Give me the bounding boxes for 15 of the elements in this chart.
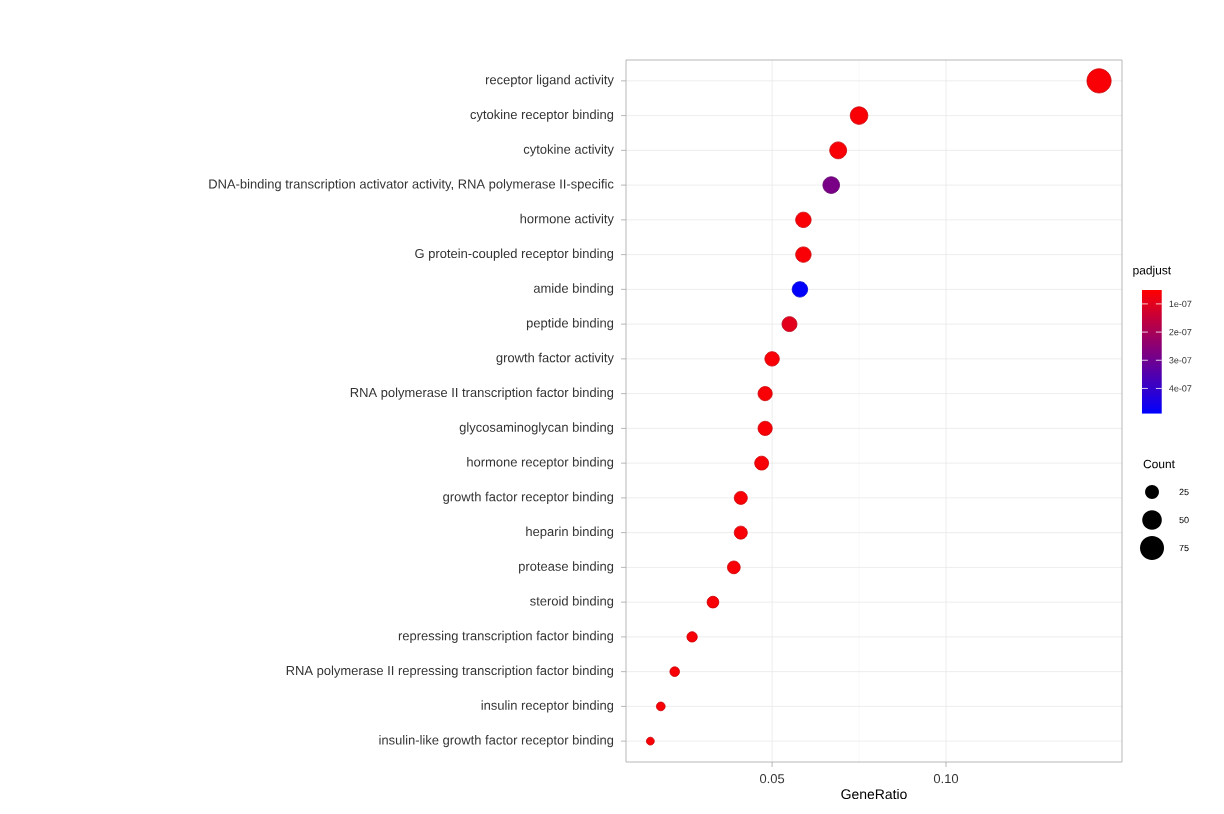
point: [829, 141, 848, 160]
point: [733, 490, 748, 505]
point: [733, 525, 748, 540]
point: [781, 316, 798, 332]
point: [757, 420, 773, 436]
point: [795, 211, 812, 228]
point: [795, 246, 812, 263]
point: [706, 595, 720, 609]
point: [849, 106, 869, 125]
point: [822, 176, 840, 194]
point: [754, 455, 769, 471]
point: [791, 281, 809, 298]
point: [727, 560, 741, 575]
point: [757, 386, 773, 402]
point: [764, 351, 780, 367]
